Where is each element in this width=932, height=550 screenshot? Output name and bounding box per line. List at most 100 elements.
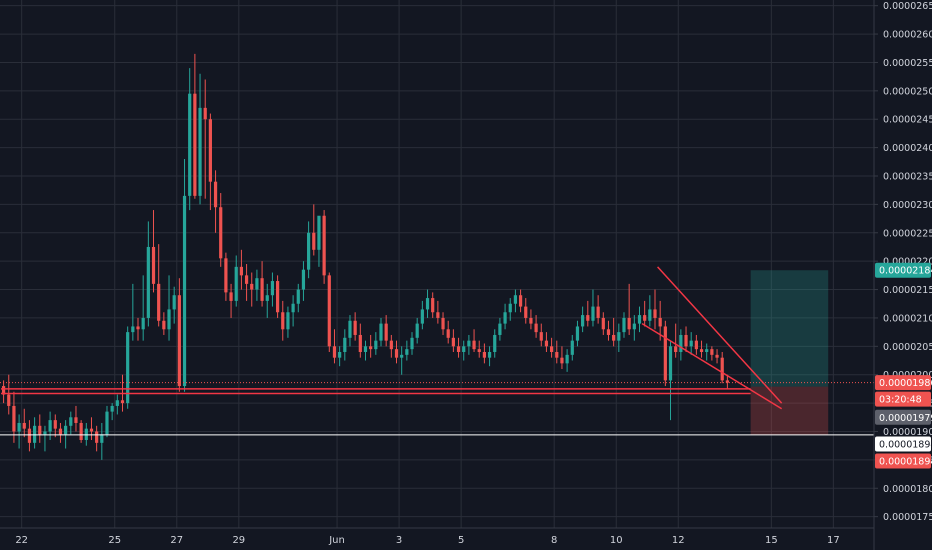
candle-body [7,394,11,406]
candle-body [120,400,125,404]
price-tag-bg [875,375,931,391]
candle-body [291,303,295,313]
candle-body [591,306,595,321]
profit-zone[interactable] [750,270,829,387]
candle-body [22,422,26,429]
candle-body [612,334,616,341]
candle-body [405,349,409,355]
candle-body [250,283,254,290]
candle-body [281,312,285,330]
candle-body [43,431,47,435]
candle-body [684,334,688,347]
candle-body [725,380,729,383]
candle-body [1,386,6,395]
candle-body [632,323,636,330]
candle-body [710,349,714,355]
candle-body [575,326,580,341]
x-axis: 22 25 27 29 Jun 3 5 8 10 12 15 17 [15,535,839,546]
candle-body [658,317,662,327]
candle-body [146,246,150,318]
candle-body [110,405,114,412]
candle-body [177,295,181,387]
candle-body [131,326,135,333]
candle-body [482,352,486,358]
candle-body [151,246,156,284]
candle-body [270,281,275,296]
candle-body [565,354,569,364]
candle-body [394,349,399,358]
candle-body [472,340,476,350]
price-tag-bg [875,262,931,278]
candle-body [343,337,347,352]
loss-zone[interactable] [750,386,829,435]
candle-body [627,317,631,330]
candle-body [441,317,445,330]
candle-body [503,312,507,324]
candle-body [219,207,223,259]
candle-body [694,340,698,350]
price-tag-bg [875,453,931,469]
candle-body [539,332,543,341]
candle-body [446,329,450,338]
candle-body [260,278,264,301]
candle-body [529,317,533,324]
candle-body [513,295,518,304]
candle-body [74,417,78,423]
wedge-trend-line[interactable] [657,266,783,404]
candle-body [296,289,300,304]
x-tick-label: 5 [458,535,464,546]
candle-body [431,298,435,313]
wedge-trend-line[interactable] [641,322,783,410]
candle-body [162,320,166,330]
candle-body [477,349,481,352]
x-tick-label: 3 [396,535,402,546]
price-tags: 0.00002184 0.00001986 03:20:48 0.00001979 0.… [875,262,932,469]
candle-body [493,334,497,352]
candle-body [518,295,523,307]
x-tick-label: 25 [108,535,121,546]
candle-body [699,349,704,352]
candle-body [229,292,233,301]
candle-body [679,334,683,352]
candle-body [234,266,238,301]
candle-body [462,346,466,352]
candle-body [674,346,678,352]
candle-body [436,312,440,318]
x-tick-label: 17 [827,535,840,546]
candle-body [705,349,709,352]
candle-body [586,315,590,321]
candle-body [581,315,585,327]
x-tick-label: 29 [232,535,245,546]
candle-body [560,357,564,364]
position-box[interactable] [750,270,829,435]
candle-body [208,119,212,182]
candle-body [58,428,63,435]
trend-lines[interactable] [0,266,874,436]
candle-body [498,323,502,335]
candle-body [198,107,202,196]
candle-body [389,340,393,350]
candle-body [33,425,37,443]
candle-body [157,283,161,321]
candle-body [550,346,554,352]
candle-body [213,181,218,208]
candle-body [38,425,42,435]
candle-body [332,346,337,358]
candle-body [400,354,404,358]
candle-body [363,346,368,352]
candle-body [570,340,574,355]
candle-body [384,323,388,341]
candle-body [275,281,280,313]
x-tick-label: 8 [551,535,557,546]
candle-body [84,428,88,440]
candle-body [100,434,104,443]
